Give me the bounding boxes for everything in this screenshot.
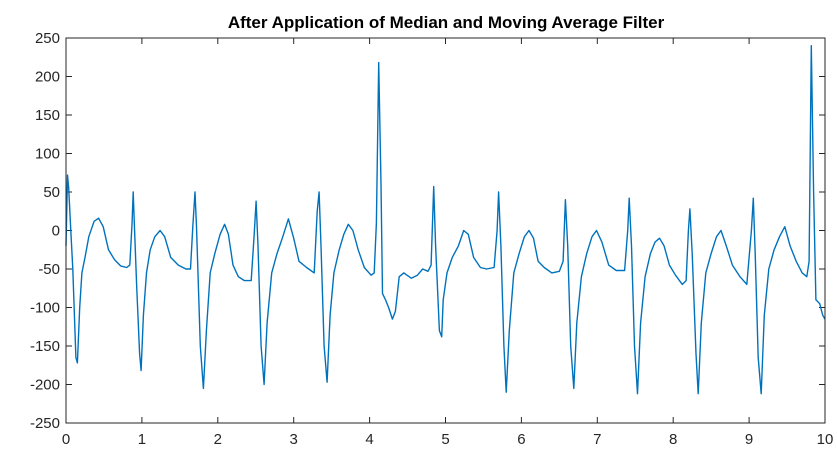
y-tick-label: -100 — [30, 300, 60, 317]
y-tick-label: 50 — [43, 184, 60, 201]
y-tick-label: 200 — [35, 69, 60, 86]
x-tick-label: 1 — [138, 431, 146, 448]
signal-line — [65, 45, 826, 395]
y-tick-label: 150 — [35, 107, 60, 124]
y-tick-label: 250 — [35, 30, 60, 47]
y-tick-label: -150 — [30, 338, 60, 355]
x-tick-label: 8 — [669, 431, 677, 448]
y-tick-label: -200 — [30, 377, 60, 394]
y-tick-label: -50 — [38, 261, 60, 278]
x-tick-label: 4 — [365, 431, 373, 448]
x-tick-label: 7 — [593, 431, 601, 448]
x-tick-label: 3 — [290, 431, 298, 448]
y-tick-label: 0 — [52, 223, 60, 240]
chart-title: After Application of Median and Moving A… — [228, 13, 665, 32]
x-axis: 0 1 2 3 4 5 6 7 8 9 10 — [62, 38, 834, 448]
y-tick-label: -250 — [30, 415, 60, 432]
y-axis: 250 200 150 100 50 0 -50 -100 -150 -200 -250 — [30, 30, 825, 432]
y-tick-label: 100 — [35, 146, 60, 163]
x-tick-label: 2 — [214, 431, 222, 448]
x-tick-label: 0 — [62, 431, 70, 448]
x-tick-label: 9 — [745, 431, 753, 448]
x-tick-label: 6 — [517, 431, 525, 448]
plot-border — [65, 37, 826, 424]
x-tick-label: 5 — [441, 431, 449, 448]
x-tick-label: 10 — [817, 431, 834, 448]
plot-area — [66, 38, 825, 423]
